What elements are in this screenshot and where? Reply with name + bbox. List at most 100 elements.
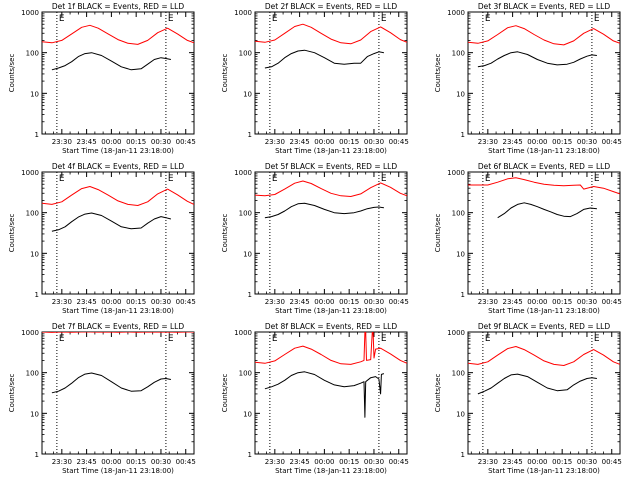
panel-title: Det 9f BLACK = Events, RED = LLD	[478, 322, 611, 331]
panel-det-2: Det 2f BLACK = Events, RED = LLD 1 10 100 10…	[221, 2, 409, 155]
y-axis-label: Counts/sec	[221, 374, 229, 413]
y-axis-label: Counts/sec	[8, 374, 16, 413]
y-axis-label: Counts/sec	[434, 214, 442, 253]
y-axis-label: Counts/sec	[434, 374, 442, 413]
x-tick-label: 23:30	[265, 458, 285, 466]
x-tick-label: 23:45	[77, 298, 97, 306]
x-axis-label: Start Time (18-Jan-11 23:18:00)	[488, 467, 600, 475]
x-axis-label: Start Time (18-Jan-11 23:18:00)	[62, 467, 174, 475]
x-tick-label: 23:30	[52, 298, 72, 306]
event-marker-label: E	[594, 174, 600, 184]
event-marker-label: E	[59, 14, 65, 24]
y-axis-label: Counts/sec	[221, 214, 229, 253]
x-tick-label: 00:30	[151, 138, 171, 146]
series-lld-line	[468, 177, 620, 195]
x-tick-label: 00:00	[314, 298, 334, 306]
x-tick-label: 00:45	[176, 458, 196, 466]
plot-frame	[467, 331, 621, 455]
event-marker-label: E	[168, 334, 174, 344]
y-tick-label: 1000	[234, 169, 252, 177]
y-tick-label: 100	[452, 370, 465, 378]
x-tick-label: 00:30	[577, 138, 597, 146]
series-events-line	[51, 372, 171, 394]
event-marker-label: E	[272, 14, 278, 24]
x-tick-label: 00:30	[151, 298, 171, 306]
y-tick-label: 1	[461, 131, 465, 139]
y-tick-label: 100	[239, 210, 252, 218]
event-marker-label: E	[381, 174, 387, 184]
y-tick-label: 1	[461, 291, 465, 299]
y-axis-label: Counts/sec	[8, 214, 16, 253]
y-tick-label: 10	[243, 90, 252, 98]
x-axis-label: Start Time (18-Jan-11 23:18:00)	[275, 307, 387, 315]
panel-det-8: Det 8f BLACK = Events, RED = LLD 1 10 100 10…	[221, 322, 409, 475]
event-marker-label: E	[381, 334, 387, 344]
y-axis-label: Counts/sec	[221, 54, 229, 93]
x-tick-label: 00:15	[126, 458, 146, 466]
x-tick-label: 00:15	[126, 138, 146, 146]
plot-frame	[467, 171, 621, 295]
x-tick-label: 00:15	[552, 298, 572, 306]
x-tick-label: 23:45	[503, 298, 523, 306]
event-marker-label: E	[272, 334, 278, 344]
event-marker-label: E	[594, 334, 600, 344]
y-tick-label: 100	[26, 210, 39, 218]
series-events-line	[51, 212, 172, 232]
event-marker-label: E	[485, 14, 491, 24]
series-events-line	[477, 373, 597, 395]
x-tick-label: 00:00	[527, 138, 547, 146]
panel-title: Det 3f BLACK = Events, RED = LLD	[478, 2, 611, 11]
event-marker-label: E	[381, 14, 387, 24]
x-tick-label: 00:15	[552, 138, 572, 146]
x-axis-label: Start Time (18-Jan-11 23:18:00)	[488, 147, 600, 155]
plot-frame	[254, 171, 408, 295]
x-tick-label: 00:45	[602, 138, 622, 146]
y-tick-label: 1	[248, 451, 252, 459]
x-tick-label: 23:45	[290, 458, 310, 466]
x-tick-label: 00:00	[527, 458, 547, 466]
panel-title: Det 5f BLACK = Events, RED = LLD	[265, 162, 398, 171]
x-tick-label: 00:45	[602, 458, 622, 466]
x-tick-label: 00:30	[151, 458, 171, 466]
x-tick-label: 00:30	[577, 458, 597, 466]
panel-title: Det 6f BLACK = Events, RED = LLD	[478, 162, 611, 171]
x-tick-label: 00:45	[176, 298, 196, 306]
event-marker-label: E	[485, 334, 491, 344]
x-tick-label: 00:45	[389, 458, 409, 466]
panel-det-1: Det 1f BLACK = Events, RED = LLD 1 10 100 10…	[8, 2, 196, 155]
y-tick-label: 10	[243, 250, 252, 258]
x-tick-label: 23:45	[290, 138, 310, 146]
series-events-line	[51, 52, 171, 71]
panel-title: Det 4f BLACK = Events, RED = LLD	[52, 162, 185, 171]
x-axis-label: Start Time (18-Jan-11 23:18:00)	[62, 307, 174, 315]
x-axis-label: Start Time (18-Jan-11 23:18:00)	[275, 147, 387, 155]
y-tick-label: 10	[456, 250, 465, 258]
x-tick-label: 00:00	[314, 458, 334, 466]
y-tick-label: 1	[248, 291, 252, 299]
event-marker-label: E	[59, 334, 65, 344]
event-marker-label: E	[594, 14, 600, 24]
panel-det-5: Det 5f BLACK = Events, RED = LLD 1 10 100 10…	[221, 162, 409, 315]
series-lld-line	[42, 24, 194, 45]
y-tick-label: 100	[26, 50, 39, 58]
y-tick-label: 100	[239, 50, 252, 58]
series-events-line	[477, 51, 597, 68]
plot-frame	[254, 11, 408, 135]
y-tick-label: 1000	[21, 169, 39, 177]
x-tick-label: 23:45	[77, 458, 97, 466]
panel-title: Det 7f BLACK = Events, RED = LLD	[52, 322, 185, 331]
series-events-line	[264, 202, 384, 219]
y-tick-label: 1	[35, 291, 39, 299]
x-tick-label: 23:30	[52, 458, 72, 466]
panel-title: Det 2f BLACK = Events, RED = LLD	[265, 2, 398, 11]
panel-title: Det 8f BLACK = Events, RED = LLD	[265, 322, 398, 331]
event-marker-label: E	[168, 174, 174, 184]
panel-det-3: Det 3f BLACK = Events, RED = LLD 1 10 100 10…	[434, 2, 622, 155]
x-tick-label: 23:30	[265, 298, 285, 306]
x-tick-label: 00:00	[314, 138, 334, 146]
event-marker-label: E	[168, 14, 174, 24]
x-tick-label: 23:30	[52, 138, 72, 146]
panel-det-9: Det 9f BLACK = Events, RED = LLD 1 10 100 10…	[434, 322, 622, 475]
x-tick-label: 00:15	[339, 458, 359, 466]
